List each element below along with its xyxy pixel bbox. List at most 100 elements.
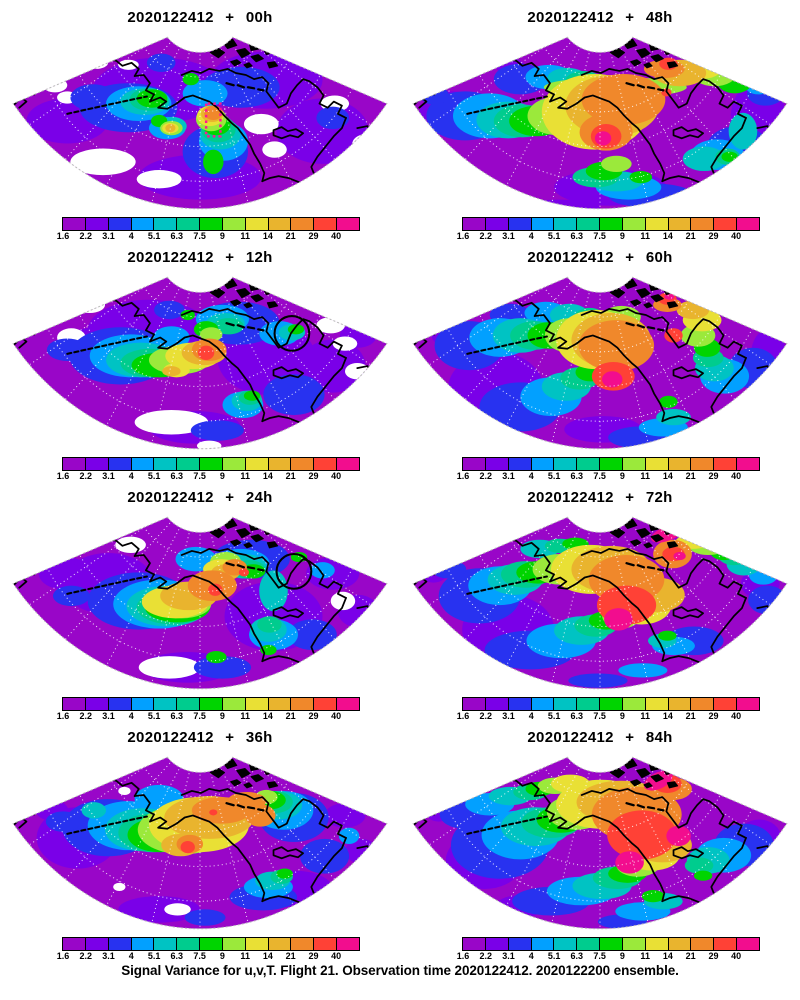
colorbar [462, 697, 760, 711]
colorbar-tick-label: 9 [619, 951, 625, 961]
colorbar-tick-label: 3.1 [102, 711, 115, 721]
variance-map [412, 276, 788, 450]
colorbar-tick-label: 4 [128, 711, 134, 721]
colorbar-segment [337, 698, 359, 710]
colorbar-segment [245, 218, 269, 230]
colorbar-segment [131, 698, 155, 710]
colorbar-segment [577, 218, 601, 230]
colorbar-tick-label: 1.6 [456, 951, 470, 961]
colorbar-segment [737, 698, 759, 710]
colorbar-tick-label: 11 [640, 471, 650, 481]
colorbar-segment [131, 938, 155, 950]
colorbar-segment [85, 938, 109, 950]
panel-72h: 2020122412 + 72h 1.6 2.2 3.1 4 5.1 6.3 7.5 9 11 14… [400, 480, 800, 721]
colorbar-tick-label: 29 [708, 951, 719, 961]
colorbar-segment [554, 698, 578, 710]
colorbar-tick-label: 4 [128, 471, 134, 481]
flight-track-box [204, 102, 222, 138]
colorbar-tick-label: 6.3 [570, 231, 584, 241]
panel-title: 2020122412 + 60h [527, 249, 673, 266]
colorbar-segment [508, 938, 532, 950]
colorbar-segment [63, 458, 86, 470]
colorbar-segment [314, 698, 338, 710]
contour-field [413, 277, 787, 449]
colorbar-segment [554, 458, 578, 470]
colorbar-segment [600, 218, 623, 230]
colorbar-segment [485, 458, 509, 470]
colorbar [462, 937, 760, 951]
colorbar-tick-label: 2.2 [79, 471, 93, 481]
colorbar [62, 937, 360, 951]
colorbar-segment [245, 458, 269, 470]
colorbar-segment [177, 218, 201, 230]
colorbar-tick-label: 40 [731, 471, 742, 481]
colorbar-tick-label: 3.1 [502, 951, 515, 961]
graticule [417, 37, 783, 209]
colorbar-segment [622, 458, 646, 470]
colorbar-tick-label: 4 [128, 231, 134, 241]
colorbar-segment [737, 938, 759, 950]
graticule [17, 277, 383, 449]
panel-title: 2020122412 + 36h [127, 729, 273, 746]
colorbar-segment [714, 938, 738, 950]
colorbar-tick-label: 40 [731, 231, 742, 241]
colorbar-tick-label: 7.5 [593, 711, 606, 721]
colorbar-tick-label: 29 [308, 231, 319, 241]
graticule [417, 277, 783, 449]
graticule [417, 757, 783, 929]
colorbar-tick-label: 6.3 [170, 951, 184, 961]
colorbar-segment [200, 218, 223, 230]
colorbar-tick-label: 21 [685, 711, 696, 721]
colorbar-tick-labels: 1.6 2.2 3.1 4 5.1 6.3 7.5 9 11 14 21 29 40 [457, 231, 759, 243]
colorbar-tick-label: 14 [662, 711, 673, 721]
panel-title: 2020122412 + 84h [527, 729, 673, 746]
panel-60h: 2020122412 + 60h 1.6 2.2 3.1 4 5.1 6.3 7.5 9 11 14… [400, 240, 800, 481]
colorbar-tick-label: 3.1 [102, 951, 115, 961]
colorbar-tick-label: 6.3 [570, 951, 584, 961]
colorbar-segment [337, 938, 359, 950]
colorbar-tick-label: 7.5 [593, 471, 606, 481]
graticule [17, 517, 383, 689]
colorbar-segment [622, 938, 646, 950]
colorbar-tick-label: 9 [219, 231, 225, 241]
colorbar-segment [314, 938, 338, 950]
colorbar-tick-label: 40 [731, 711, 742, 721]
panel-24h: 2020122412 + 24h 1.6 2.2 3.1 4 5.1 6.3 7.5 9 11 14… [0, 480, 400, 721]
colorbar-tick-label: 1.6 [456, 231, 470, 241]
colorbar-segment [508, 698, 532, 710]
colorbar-segment [337, 218, 359, 230]
colorbar-segment [714, 458, 738, 470]
colorbar-tick-label: 9 [219, 711, 225, 721]
colorbar-segment [714, 218, 738, 230]
variance-map [412, 756, 788, 930]
colorbar-segment [63, 698, 86, 710]
colorbar-tick-labels: 1.6 2.2 3.1 4 5.1 6.3 7.5 9 11 14 21 29 40 [57, 231, 359, 243]
colorbar-tick-label: 40 [731, 951, 742, 961]
graticule [17, 757, 383, 929]
colorbar-tick-label: 21 [685, 471, 696, 481]
colorbar-segment [600, 458, 623, 470]
contour-field [13, 277, 387, 449]
colorbar-tick-label: 6.3 [170, 231, 184, 241]
colorbar-tick-labels: 1.6 2.2 3.1 4 5.1 6.3 7.5 9 11 14 21 29 40 [57, 471, 359, 483]
colorbar-tick-label: 40 [331, 471, 342, 481]
colorbar-segment [600, 698, 623, 710]
colorbar-tick-label: 3.1 [102, 231, 115, 241]
figure-caption: Signal Variance for u,v,T. Flight 21. Ob… [121, 963, 679, 978]
colorbar-tick-label: 7.5 [193, 711, 206, 721]
colorbar-tick-label: 29 [308, 951, 319, 961]
colorbar-segment [108, 458, 132, 470]
colorbar-tick-label: 9 [219, 471, 225, 481]
colorbar-segment [222, 698, 246, 710]
colorbar-segment [177, 698, 201, 710]
colorbar-tick-label: 14 [262, 711, 273, 721]
colorbar-tick-label: 29 [308, 471, 319, 481]
colorbar-tick-label: 7.5 [593, 231, 606, 241]
colorbar-segment [222, 218, 246, 230]
graticule [417, 517, 783, 689]
colorbar-segment [177, 458, 201, 470]
contour-field [13, 37, 387, 209]
colorbar-tick-label: 4 [528, 471, 534, 481]
colorbar-tick-label: 11 [240, 471, 250, 481]
colorbar-tick-label: 14 [262, 471, 273, 481]
